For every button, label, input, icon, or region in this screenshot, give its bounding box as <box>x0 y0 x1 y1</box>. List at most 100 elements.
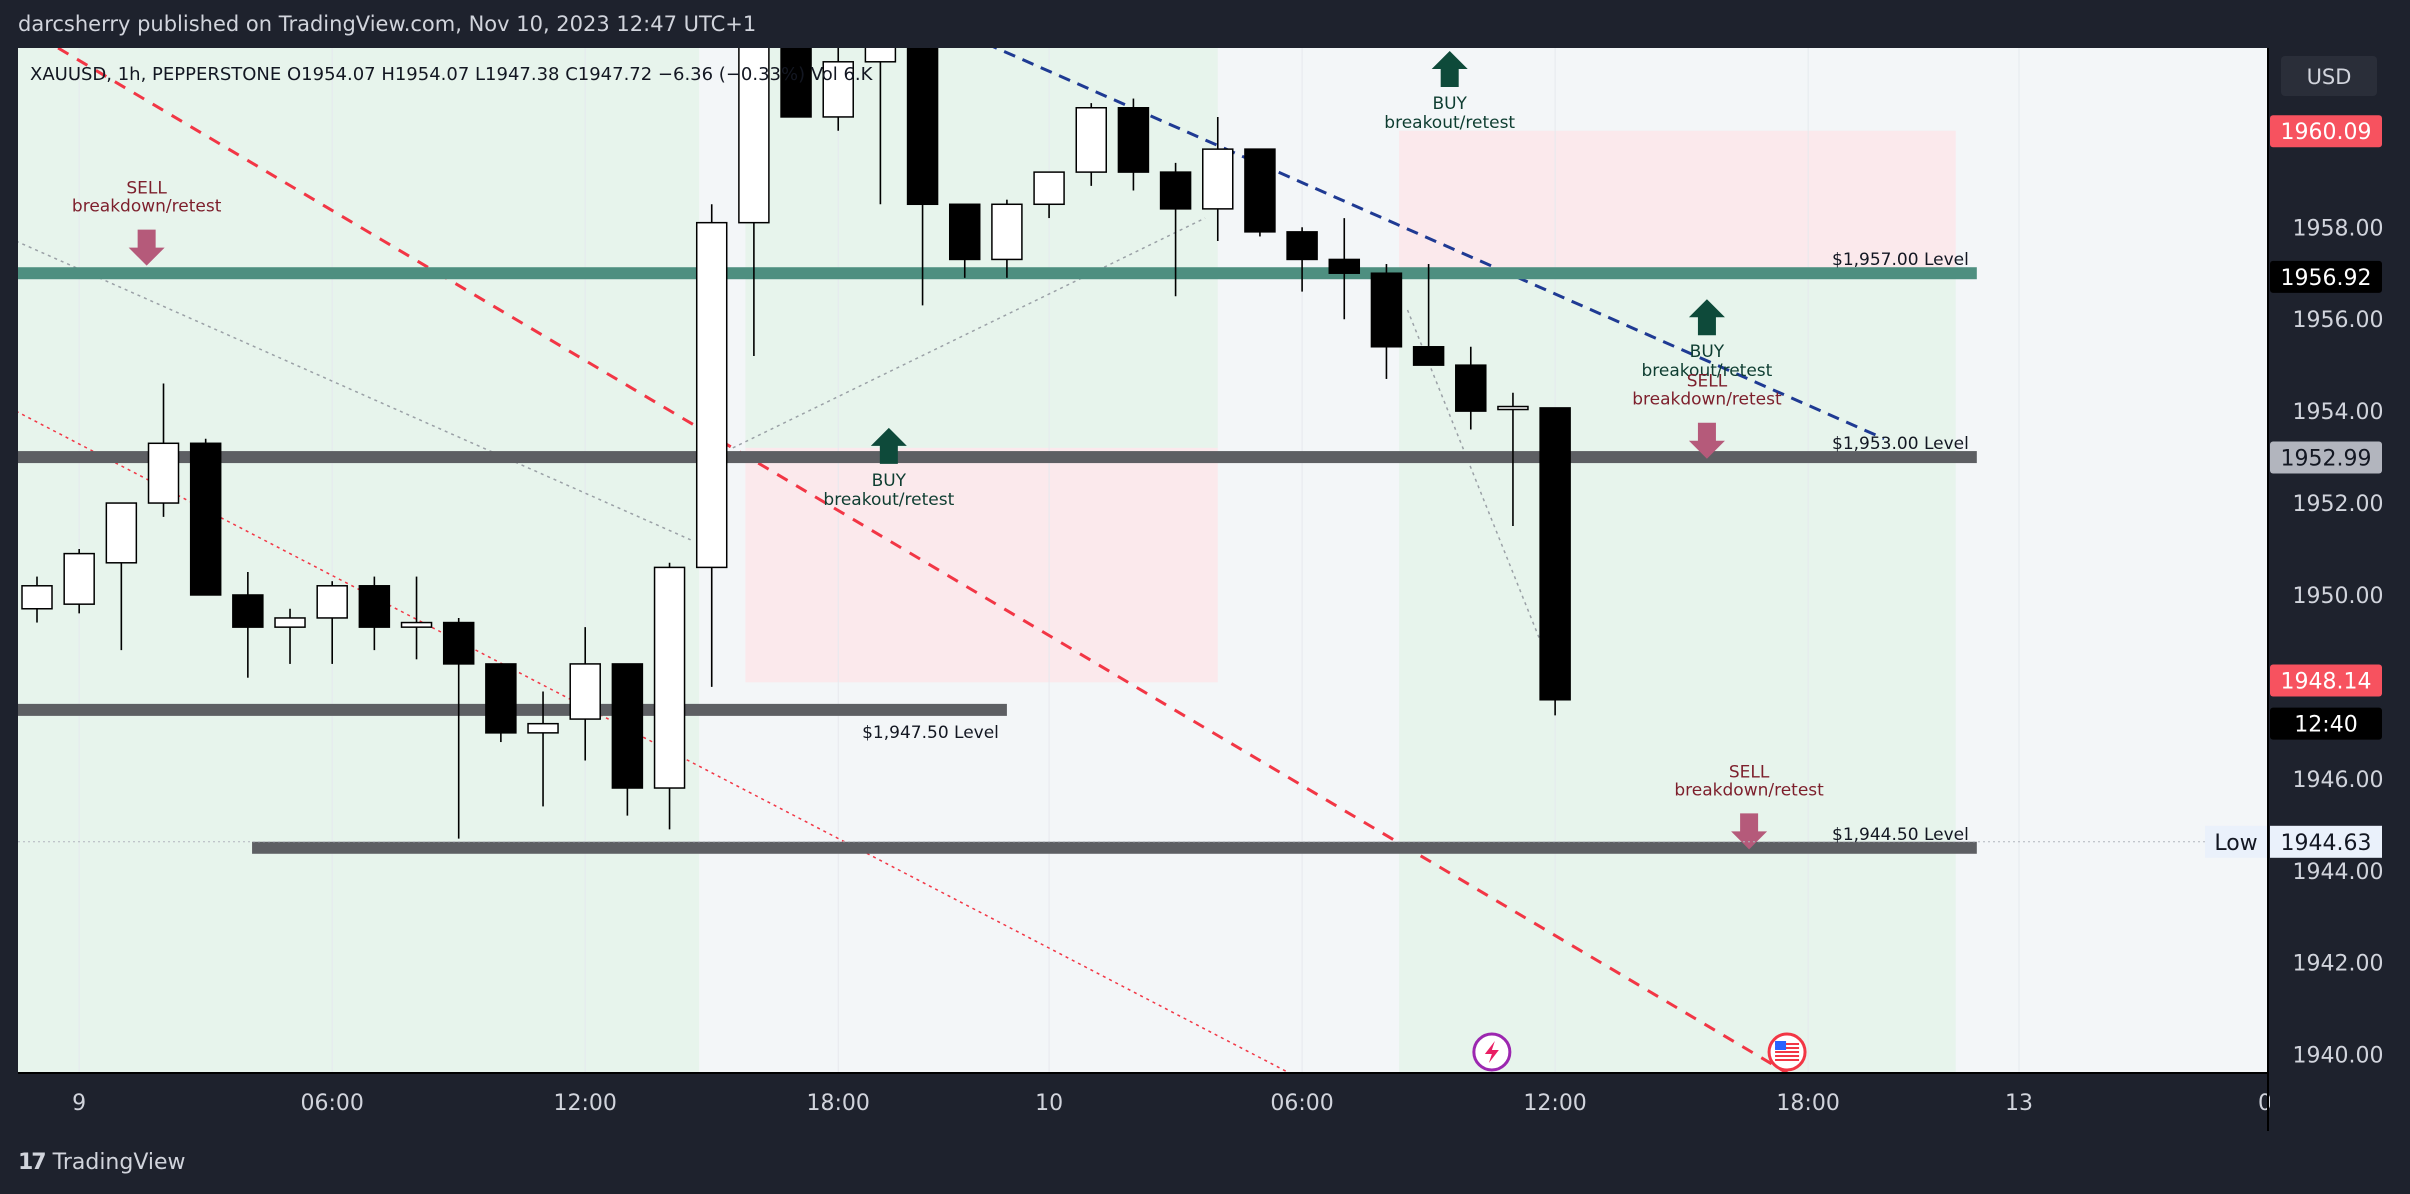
candle-body-30 <box>1286 231 1318 261</box>
price-badge-2 <box>2270 441 2382 474</box>
annotation-title-2: BUY <box>1432 94 1467 114</box>
tradingview-brand-label: TradingView <box>52 1150 186 1175</box>
price-tick-label-1: 1942.00 <box>2293 952 2384 977</box>
annotation-subtitle-4: breakdown/retest <box>1632 390 1782 410</box>
time-axis <box>18 1073 2268 1131</box>
candle-body-24 <box>1033 171 1065 206</box>
price-badge-label-2: 1952.99 <box>2281 447 2372 472</box>
candle-body-19 <box>822 61 854 118</box>
candle-body-0 <box>21 585 53 610</box>
time-tick-label-8: 13 <box>2005 1091 2033 1116</box>
price-badge-1 <box>2270 260 2382 293</box>
time-tick-label-6: 12:00 <box>1523 1091 1586 1116</box>
candle-body-11 <box>485 663 517 734</box>
published-header: darcsherry published on TradingView.com,… <box>18 12 757 36</box>
price-badge-label-0: 1960.09 <box>2281 120 2372 145</box>
candle-body-3 <box>147 442 180 504</box>
tradingview-logo-icon: 17 <box>18 1150 47 1175</box>
buy-arrow-icon-1 <box>870 427 907 464</box>
lightning-glyph <box>1484 1041 1499 1063</box>
candle-body-16 <box>695 221 728 569</box>
low-marker-value: 1944.63 <box>2281 831 2372 856</box>
sell-arrow-icon-5 <box>1731 813 1768 850</box>
price-tick-label-0: 1940.00 <box>2293 1044 2384 1069</box>
candle-body-32 <box>1370 272 1403 348</box>
candle-body-8 <box>358 585 391 628</box>
candle-body-1 <box>63 552 95 605</box>
low-marker-tag <box>2205 825 2267 858</box>
annotation-subtitle-0: breakdown/retest <box>72 197 222 217</box>
candle-body-26 <box>1117 107 1150 173</box>
candle-body-2 <box>105 502 138 564</box>
price-badge-3 <box>2270 664 2382 697</box>
annotation-subtitle-3: breakout/retest <box>1642 361 1773 381</box>
buy-arrow-icon-3 <box>1688 299 1725 336</box>
price-badge-label-1: 1956.92 <box>2281 266 2372 291</box>
candle-body-14 <box>611 663 644 789</box>
candle-body-31 <box>1328 258 1361 274</box>
symbol-info-line: XAUUSD, 1h, PEPPERSTONE O1954.07 H1954.0… <box>30 64 874 85</box>
price-badge-4 <box>2270 707 2382 740</box>
trendline-gray-dotted-4 <box>1406 309 1556 678</box>
currency-label: USD <box>2307 65 2352 89</box>
level-line-0 <box>18 267 1977 280</box>
plot-area: $1,957.00 Level $1,953.00 Level $1,947.50 … <box>18 0 2020 1073</box>
level-line-3 <box>252 841 1977 854</box>
tradingview-logo[interactable]: 17 TradingView <box>18 1150 186 1175</box>
candle-body-9 <box>400 621 433 628</box>
price-badge-label-3: 1948.14 <box>2281 669 2372 694</box>
candle-body-13 <box>569 663 601 720</box>
flag-stripe-4 <box>1775 1059 1800 1061</box>
sell-arrow-icon-4 <box>1688 422 1725 459</box>
annotation-subtitle-2: breakout/retest <box>1384 113 1515 133</box>
zone-red-3 <box>1399 130 1956 274</box>
time-tick-label-4: 10 <box>1035 1091 1063 1116</box>
price-tick-label-6: 1954.00 <box>2293 400 2384 425</box>
price-tick-label-7: 1956.00 <box>2293 308 2384 333</box>
flag-canton <box>1775 1041 1787 1050</box>
price-badge-0 <box>2270 115 2382 148</box>
annotation-title-5: SELL <box>1729 762 1770 782</box>
level-label-2: $1,947.50 Level <box>862 723 999 743</box>
price-tick-label-3: 1946.00 <box>2293 768 2384 793</box>
level-line-1 <box>18 451 1977 464</box>
candle-body-6 <box>274 617 306 628</box>
price-tick-label-8: 1958.00 <box>2293 216 2384 241</box>
candle-body-18 <box>780 48 812 118</box>
zone-green-4 <box>1399 273 1956 692</box>
candle-body-4 <box>189 442 222 596</box>
candle-body-20 <box>864 48 897 63</box>
annotation-title-3: BUY <box>1690 342 1725 362</box>
buy-arrow-icon-2 <box>1431 50 1468 87</box>
zone-red-2 <box>745 447 1218 683</box>
time-tick-label-2: 12:00 <box>554 1091 617 1116</box>
candle-body-28 <box>1202 148 1234 210</box>
price-axis <box>2270 48 2410 1131</box>
flag-stripe-3 <box>1775 1055 1800 1057</box>
level-label-4: $1,962.00 Level <box>1680 0 1817 17</box>
trendline-red-dotted-1 <box>18 411 1290 1073</box>
candle-body-12 <box>527 722 559 734</box>
annotation-subtitle-1: breakout/retest <box>823 490 954 510</box>
candle-body-27 <box>1159 171 1192 210</box>
candle-body-21 <box>906 48 939 206</box>
flag-stripe-0 <box>1775 1043 1800 1045</box>
annotation-subtitle-5: breakdown/retest <box>1674 780 1824 800</box>
flag-stripe-1 <box>1775 1047 1800 1049</box>
candle-body-17 <box>738 48 770 224</box>
price-tick-label-2: 1944.00 <box>2293 860 2384 885</box>
time-tick-label-3: 18:00 <box>807 1091 870 1116</box>
zone-green-5 <box>1399 691 1956 1073</box>
level-label-1: $1,953.00 Level <box>1832 434 1969 454</box>
candle-body-29 <box>1244 148 1276 233</box>
currency-selector[interactable] <box>2281 56 2377 96</box>
level-line-4 <box>18 14 1825 26</box>
annotation-title-4: SELL <box>1687 372 1728 392</box>
candle-body-25 <box>1075 107 1107 173</box>
price-badge-label-4: 12:40 <box>2294 713 2357 738</box>
price-tick-label-5: 1952.00 <box>2293 492 2384 517</box>
level-label-0: $1,957.00 Level <box>1832 250 1969 270</box>
time-tick-label-7: 18:00 <box>1776 1091 1839 1116</box>
